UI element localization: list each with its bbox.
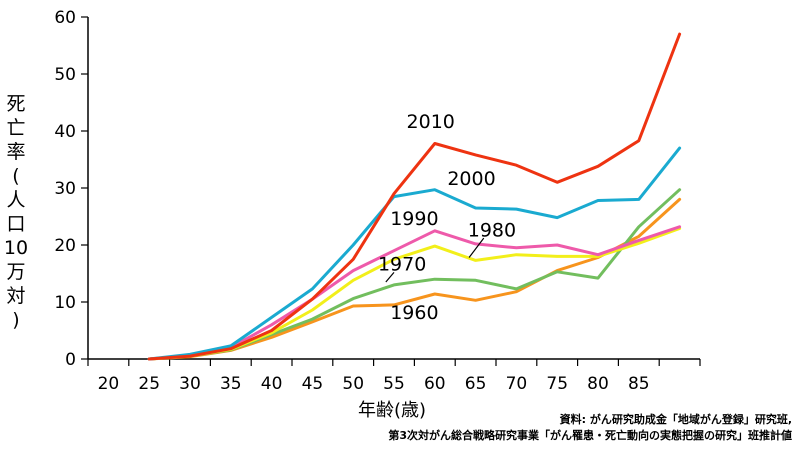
y-axis-label-char: 口: [6, 213, 26, 235]
series-line-1980: [147, 227, 682, 361]
y-axis-label-char: 対: [6, 285, 26, 307]
x-tick-label: 70: [506, 374, 528, 394]
leader-line-1980: [468, 237, 485, 258]
y-axis-label-char: ): [12, 309, 20, 331]
x-tick-label: 85: [628, 374, 650, 394]
x-tick-label: 55: [383, 374, 405, 394]
y-axis-label: 死 亡 率 ( 人 口 10 万 対 ): [2, 92, 30, 332]
y-tick-label: 40: [54, 122, 76, 142]
y-tick-label: 30: [54, 179, 76, 199]
series-line-1990: [147, 225, 682, 361]
source-line-2: 第3次対がん総合戦略研究事業「がん罹患・死亡動向の実態把握の研究」班推計値: [388, 429, 792, 442]
y-tick-label: 10: [54, 293, 76, 313]
y-axis-label-char: 人: [6, 189, 26, 211]
y-axis-label-char: (: [12, 165, 20, 187]
source-note: 資料: がん研究助成金「地域がん登録」研究班, 第3次対がん総合戦略研究事業「が…: [388, 412, 792, 444]
y-tick-label: 50: [54, 65, 76, 85]
x-tick-label: 80: [587, 374, 609, 394]
y-tick-label: 20: [54, 236, 76, 256]
source-line-1: 資料: がん研究助成金「地域がん登録」研究班,: [559, 413, 792, 426]
x-tick-label: 75: [546, 374, 568, 394]
series-line-2000: [147, 146, 682, 361]
axes: [81, 16, 701, 366]
y-axis-label-char: 亡: [6, 117, 26, 139]
series-label-1960: 1960: [390, 302, 438, 324]
y-tick-label: 0: [65, 350, 76, 370]
series-label-1990: 1990: [390, 208, 438, 230]
series-label-2010: 2010: [407, 111, 455, 133]
x-tick-label: 50: [342, 374, 364, 394]
series-lines: [147, 32, 682, 361]
x-tick-label: 60: [424, 374, 446, 394]
x-tick-label: 45: [302, 374, 324, 394]
x-tick-label: 25: [138, 374, 160, 394]
tick-labels: 0 10 20 30 40 50 60 20 25 30 35 40 45 50 55 60 65 70 75 80 8…: [54, 8, 649, 394]
series-label-1980: 1980: [468, 219, 516, 241]
y-axis-label-char: 10: [3, 237, 29, 259]
x-tick-label: 30: [179, 374, 201, 394]
series-label-1970: 1970: [378, 254, 426, 276]
y-axis-label-char: 率: [6, 141, 26, 163]
series-annotations: 2010 2000 1990 1980 1970 1960: [378, 111, 516, 324]
y-tick-label: 60: [54, 8, 76, 28]
series-label-2000: 2000: [447, 168, 495, 190]
y-axis-label-char: 死: [6, 93, 26, 115]
leader-line-1970: [385, 271, 395, 283]
y-axis-label-char: 万: [6, 261, 26, 283]
x-tick-label: 35: [220, 374, 242, 394]
x-axis-label: 年齢(歳): [358, 400, 426, 421]
series-line-2010: [147, 32, 682, 361]
x-tick-label: 20: [98, 374, 120, 394]
x-tick-label: 65: [465, 374, 487, 394]
x-tick-label: 40: [261, 374, 283, 394]
